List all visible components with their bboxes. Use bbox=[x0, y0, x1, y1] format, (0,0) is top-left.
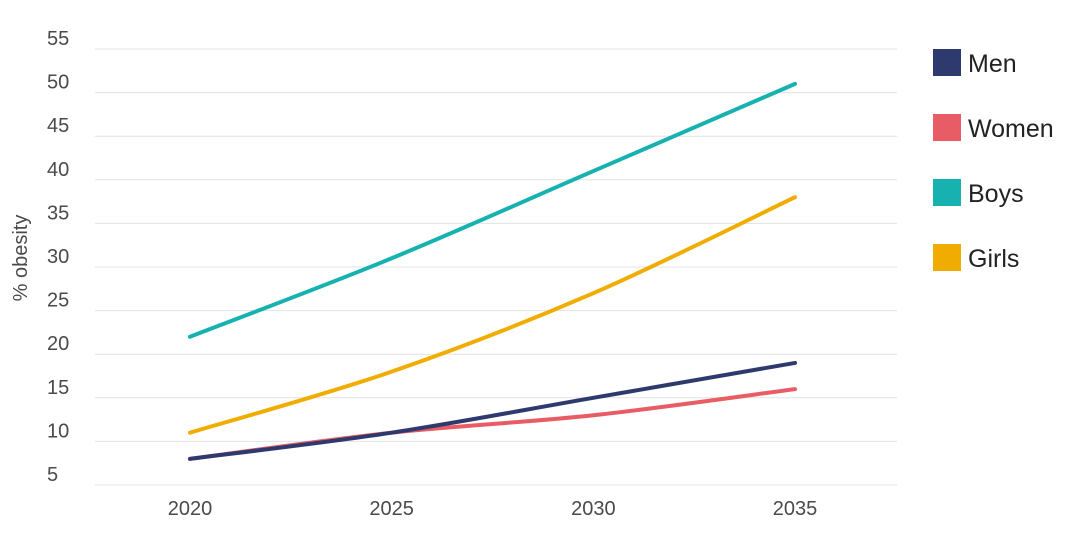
legend-swatch-boys bbox=[933, 179, 961, 206]
y-tick-label-30: 30 bbox=[47, 246, 69, 268]
legend-label-men: Men bbox=[968, 50, 1017, 78]
legend-label-boys: Boys bbox=[968, 180, 1024, 208]
y-axis-title: % obesity bbox=[10, 215, 32, 302]
y-tick-label-5: 5 bbox=[47, 464, 58, 486]
y-tick-label-20: 20 bbox=[47, 333, 69, 355]
x-tick-label-2025: 2025 bbox=[369, 498, 414, 520]
legend-item-women: Women bbox=[933, 114, 1054, 143]
gridlines bbox=[95, 48, 897, 486]
x-axis-ticks: 2020 2025 2030 2035 bbox=[168, 498, 818, 520]
legend-item-men: Men bbox=[933, 49, 1017, 78]
legend: Men Women Boys Girls bbox=[933, 49, 1054, 273]
y-tick-label-15: 15 bbox=[47, 377, 69, 399]
series-lines bbox=[188, 81, 797, 461]
legend-swatch-men bbox=[933, 49, 961, 76]
legend-item-girls: Girls bbox=[933, 244, 1019, 273]
legend-swatch-girls bbox=[933, 244, 961, 271]
y-axis-ticks: 5 10 15 20 25 30 35 40 45 50 55 bbox=[47, 28, 69, 486]
y-tick-label-45: 45 bbox=[47, 115, 69, 137]
x-tick-label-2030: 2030 bbox=[571, 498, 616, 520]
legend-item-boys: Boys bbox=[933, 179, 1024, 208]
x-tick-label-2035: 2035 bbox=[773, 498, 818, 520]
x-tick-label-2020: 2020 bbox=[168, 498, 213, 520]
y-tick-label-35: 35 bbox=[47, 202, 69, 224]
y-tick-label-10: 10 bbox=[47, 420, 69, 442]
y-tick-label-50: 50 bbox=[47, 72, 69, 94]
series-line-girls bbox=[188, 195, 797, 435]
y-tick-label-55: 55 bbox=[47, 28, 69, 50]
legend-label-girls: Girls bbox=[968, 245, 1019, 273]
series-line-boys bbox=[188, 81, 797, 339]
legend-label-women: Women bbox=[968, 115, 1054, 143]
y-tick-label-25: 25 bbox=[47, 290, 69, 312]
y-tick-label-40: 40 bbox=[47, 159, 69, 181]
legend-swatch-women bbox=[933, 114, 961, 141]
series-line-men bbox=[188, 360, 797, 461]
